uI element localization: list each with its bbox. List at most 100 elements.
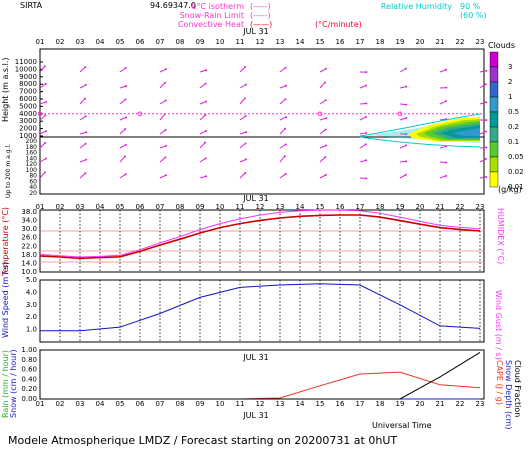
wind-tick-label: 5.0 xyxy=(26,276,37,284)
series-humidex xyxy=(39,209,481,258)
wind-arrow xyxy=(359,85,367,89)
cloud-colorbar-label: 0.2 xyxy=(508,123,519,131)
hour-tick-temperature-17: 17 xyxy=(356,203,365,211)
cloud-colorbar-label: 3 xyxy=(508,63,512,71)
wind-arrow-head xyxy=(324,67,327,70)
height-axis-label-lower: Up to 200 m a.g.l. xyxy=(5,144,12,198)
wind-arrow xyxy=(119,156,126,163)
wind-arrow xyxy=(439,100,447,105)
cloud-colorbar-swatch xyxy=(489,171,499,188)
wind-arrow xyxy=(399,144,407,149)
wind-arrow-head xyxy=(405,85,408,88)
cloud-colorbar-swatch xyxy=(489,96,499,113)
hour-tick-temperature-04: 04 xyxy=(96,203,105,211)
precip-tick-label: 0.20 xyxy=(21,385,37,393)
wind-arrow-head xyxy=(405,144,408,147)
wind-arrow xyxy=(399,103,407,106)
hour-tick-precip-02: 02 xyxy=(56,400,65,408)
height-lower-tick-label: 40 xyxy=(29,184,37,191)
date-label-top: JUL 31 xyxy=(242,27,268,36)
wind-arrow-head xyxy=(245,158,248,161)
wind-arrow xyxy=(79,131,87,135)
wind-arrow xyxy=(159,68,167,73)
temperature-tick-label: 34.0 xyxy=(21,217,37,225)
hour-tick-top-07: 07 xyxy=(156,38,165,46)
wind-arrow-head xyxy=(445,86,448,89)
wind-arrow-head xyxy=(284,143,287,146)
wind-arrow xyxy=(319,99,326,105)
wind-arrow-head xyxy=(445,68,448,71)
wind-arrow-head xyxy=(324,128,327,131)
height-tick-label: 10000 xyxy=(15,65,37,73)
header-legend: 0°C isotherm (-----) Snow-Rain Limit (--… xyxy=(178,2,362,29)
wind-arrow xyxy=(159,156,166,163)
wind-arrow xyxy=(39,101,47,105)
temperature-tick-label: 14.0 xyxy=(21,259,37,267)
precip-tick-label: 1.00 xyxy=(21,346,37,354)
wind-arrow xyxy=(159,82,166,89)
wind-arrow xyxy=(39,158,47,163)
hour-tick-temperature-05: 05 xyxy=(116,203,125,211)
wind-arrow xyxy=(359,132,367,135)
wind-arrow xyxy=(319,145,327,149)
hour-tick-precip-20: 20 xyxy=(416,400,425,408)
wind-arrow-head xyxy=(204,114,207,117)
wind-arrow xyxy=(479,131,487,135)
legend-convective-label: Convective Heat xyxy=(178,20,244,29)
temperature-tick-label: 38.0 xyxy=(21,208,37,216)
height-tick-label: 8000 xyxy=(19,80,37,88)
hour-tick-temperature-13: 13 xyxy=(276,203,285,211)
wind-arrow xyxy=(39,142,46,149)
humidity-value-60: (60 %) xyxy=(460,11,487,20)
wind-arrow xyxy=(279,144,287,149)
wind-arrow-head xyxy=(405,116,408,119)
hour-tick-top-18: 18 xyxy=(376,38,385,46)
legend-snowrain-sample: (-----) xyxy=(250,11,271,20)
hour-tick-temperature-11: 11 xyxy=(236,203,245,211)
wind-arrow-head xyxy=(364,143,367,146)
wind-arrow xyxy=(159,174,167,179)
hour-tick-top-13: 13 xyxy=(276,38,285,46)
isotherm-marker xyxy=(37,111,43,117)
height-lower-tick-label: 80 xyxy=(29,173,37,180)
wind-arrow xyxy=(319,129,326,135)
hour-tick-precip-08: 08 xyxy=(176,400,185,408)
wind-arrow xyxy=(279,155,286,163)
wind-arrow-head xyxy=(204,157,207,160)
wind-arrow xyxy=(119,99,126,105)
wind-arrow xyxy=(319,156,326,163)
height-lower-tick-label: 20 xyxy=(29,190,37,197)
wind-arrow xyxy=(119,144,127,149)
wind-arrow-head xyxy=(205,175,208,178)
wind-arrow-head xyxy=(485,119,488,122)
legend-convective-unit: (°C/minute) xyxy=(315,20,362,29)
hour-tick-precip-11: 11 xyxy=(236,400,245,408)
humidity-label: Relative Humidity xyxy=(381,2,452,11)
station-coords: 94.69347.0 xyxy=(150,1,196,10)
cloud-fraction-axis-label: Cloud Fraction xyxy=(513,360,522,417)
wind-arrow xyxy=(79,84,87,89)
wind-arrow xyxy=(79,66,86,73)
wind-arrow xyxy=(279,67,286,73)
wind-arrow-head xyxy=(283,155,286,158)
hour-tick-precip-18: 18 xyxy=(376,400,385,408)
hour-tick-temperature-08: 08 xyxy=(176,203,185,211)
cloud-layer-6 xyxy=(452,128,480,136)
cloud-colorbar: 3 2 1 0.5 0.2 0.1 0.05 0.02 0.01 xyxy=(489,51,524,191)
wind-arrow-head xyxy=(85,158,88,161)
wind-arrow xyxy=(39,130,47,135)
height-axis-label: Height (m a.s.l.) xyxy=(1,58,10,123)
hour-tick-precip-05: 05 xyxy=(116,400,125,408)
hour-tick-top-10: 10 xyxy=(216,38,225,46)
height-tick-label: 4000 xyxy=(19,110,37,118)
wind-arrow-head xyxy=(164,99,167,102)
cloud-colorbar-label: 0.05 xyxy=(508,153,524,161)
precip-tick-label: 0.60 xyxy=(21,366,37,374)
hour-tick-temperature-18: 18 xyxy=(376,203,385,211)
hour-tick-precip-04: 04 xyxy=(96,400,105,408)
wind-arrow-head xyxy=(205,100,208,103)
wind-arrow-head xyxy=(284,116,287,119)
wind-arrow-head xyxy=(124,67,127,70)
hour-tick-temperature-03: 03 xyxy=(76,203,85,211)
wind-arrow-head xyxy=(204,82,207,85)
